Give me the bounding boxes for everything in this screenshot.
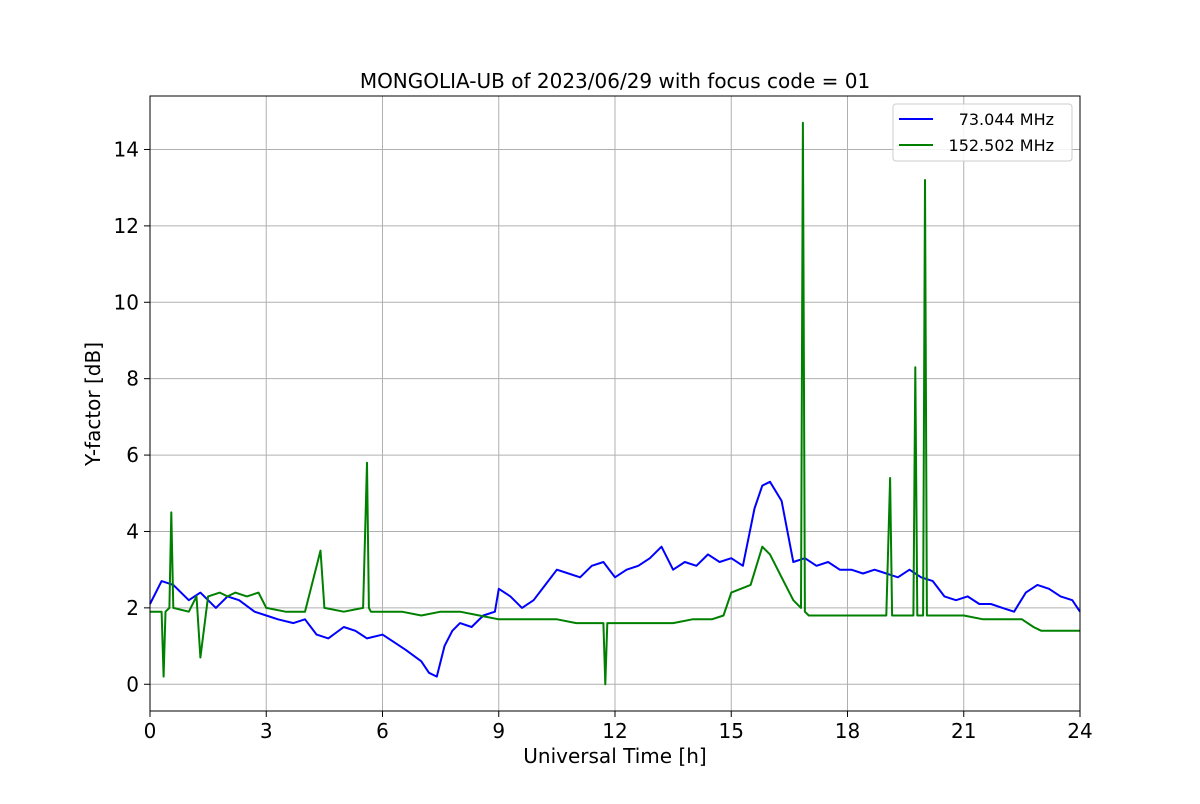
series-layer xyxy=(149,121,1081,686)
y-tick-label: 4 xyxy=(126,519,139,543)
y-tick-label: 14 xyxy=(114,137,139,161)
y-tick-label: 10 xyxy=(114,290,139,314)
legend-label-2: 152.502 MHz xyxy=(949,136,1054,155)
y-tick-label: 8 xyxy=(126,367,139,391)
legend-box xyxy=(892,103,1073,162)
x-tick-label: 15 xyxy=(719,719,744,743)
y-axis-label: Y-factor [dB] xyxy=(81,342,105,467)
y-tick-label: 12 xyxy=(114,214,139,238)
x-tick-label: 18 xyxy=(835,719,860,743)
series-line-2 xyxy=(150,121,1080,686)
x-tick-label: 24 xyxy=(1067,719,1092,743)
x-tick-label: 3 xyxy=(260,719,273,743)
x-tick-label: 12 xyxy=(602,719,627,743)
y-tick-label: 2 xyxy=(126,596,139,620)
x-tick-label: 0 xyxy=(144,719,157,743)
x-tick-label: 6 xyxy=(376,719,389,743)
chart-title: MONGOLIA-UB of 2023/06/29 with focus cod… xyxy=(360,69,870,93)
legend: 73.044 MHz 152.502 MHz xyxy=(892,103,1073,162)
x-axis-label: Universal Time [h] xyxy=(523,744,706,768)
x-tick-label: 21 xyxy=(951,719,976,743)
y-tick-label: 0 xyxy=(126,672,139,696)
x-tick-label: 9 xyxy=(492,719,505,743)
legend-label-1: 73.044 MHz xyxy=(959,110,1054,129)
y-tick-label: 6 xyxy=(126,443,139,467)
